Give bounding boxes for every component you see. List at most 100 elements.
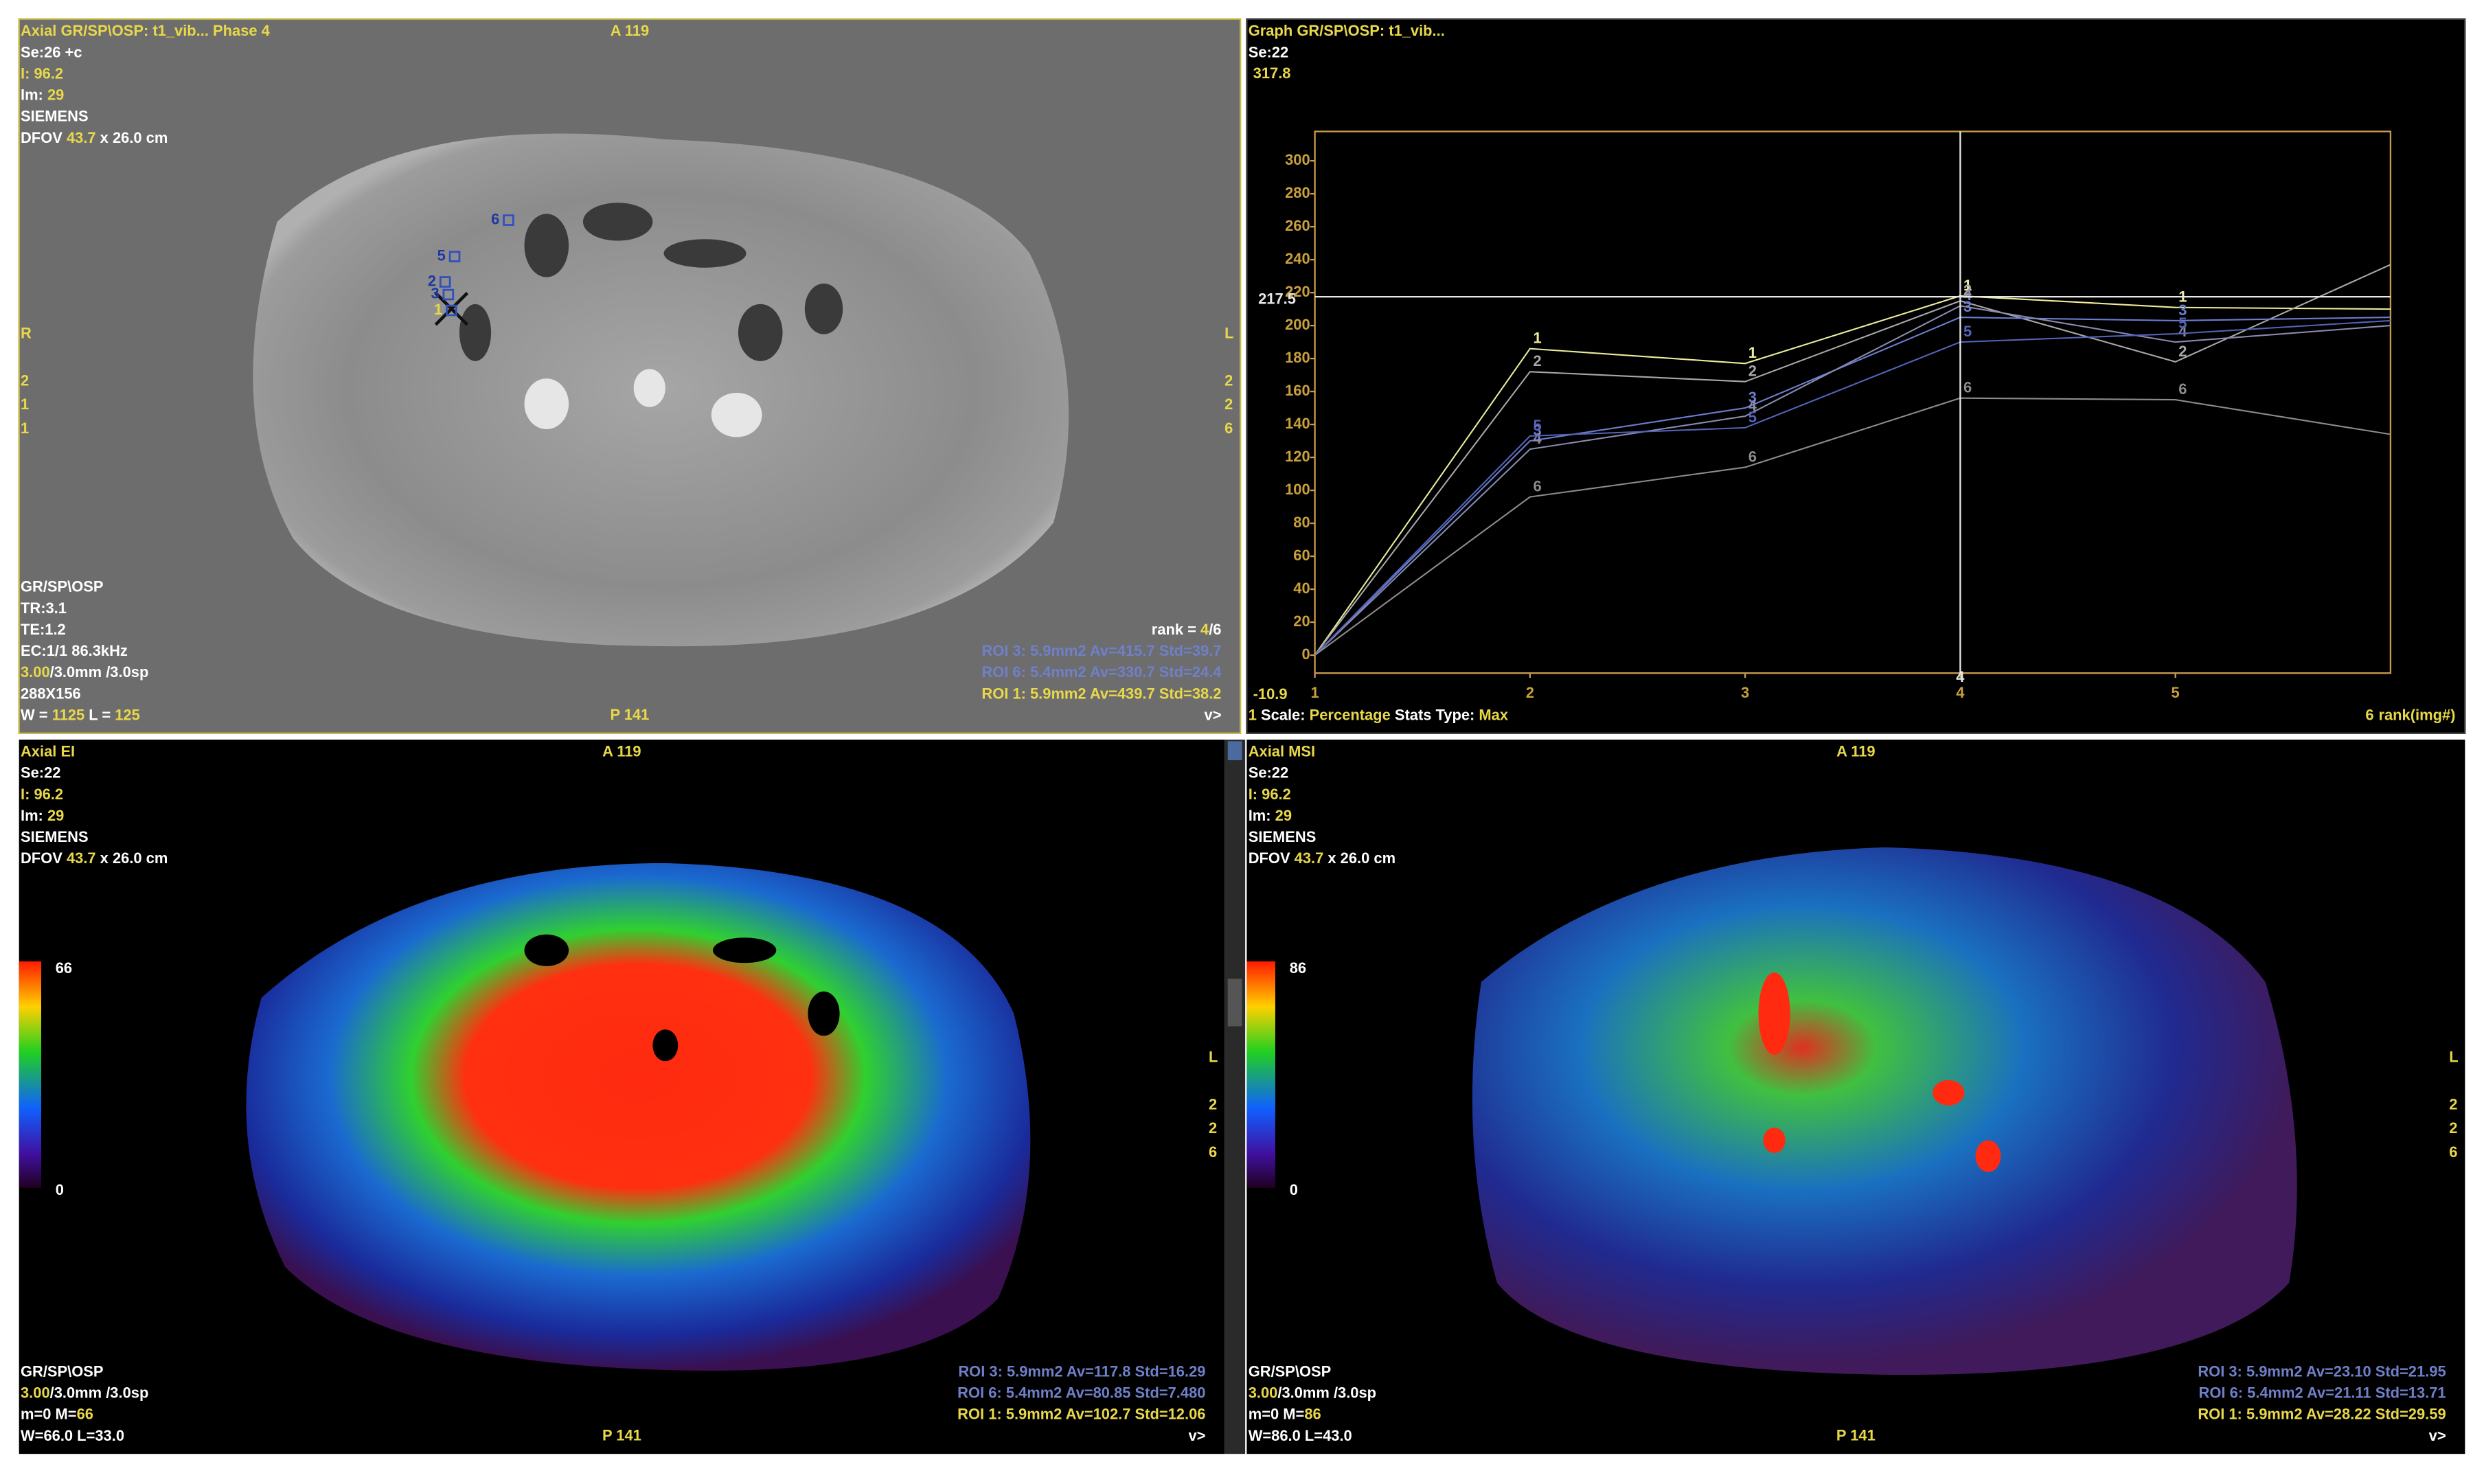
y-tick-label: 120 <box>1285 448 1310 465</box>
x-tick-label: 3 <box>1741 684 1749 701</box>
scroll-thumb[interactable] <box>1227 979 1242 1027</box>
overlay-text: DFOV <box>21 129 67 146</box>
overlay-text: /6 <box>1209 621 1221 638</box>
overlay-text: 43.7 <box>67 849 96 867</box>
side-label: 2 <box>1224 396 1233 413</box>
overlay-text: 1125 <box>52 706 85 723</box>
overlay-text: 1 <box>1249 706 1257 723</box>
bone-shapes <box>524 369 762 437</box>
point-label: 2 <box>1533 352 1541 369</box>
side-label: L <box>1209 1048 1218 1065</box>
overlay-text: I: 96.2 <box>21 786 63 803</box>
overlay-text: TE:1.2 <box>21 621 66 638</box>
orientation-label: A 119 <box>611 22 649 39</box>
colorbar-min: 0 <box>1290 1181 1298 1198</box>
scroll-button[interactable] <box>1227 741 1242 761</box>
side-label: R <box>21 324 32 341</box>
y-tick-label: 160 <box>1285 382 1310 399</box>
overlay-line: SIEMENS <box>21 107 89 124</box>
y-tick-label: 60 <box>1293 547 1310 564</box>
overlay-text: I: 96.2 <box>21 65 63 82</box>
side-label: 2 <box>1224 372 1233 389</box>
overlay-line: Se:22 <box>21 764 60 781</box>
x-max-label: 6 <box>2365 706 2373 723</box>
side-label: 1 <box>21 396 29 413</box>
overlay-line: TE:1.2 <box>21 621 66 638</box>
overlay-line: Axial EI <box>21 742 75 760</box>
overlay-line: Se:26 +c <box>21 43 82 60</box>
overlay-text: /3.0mm /3.0sp <box>50 1384 149 1401</box>
overlay-line: ROI 1: 5.9mm2 Av=439.7 Std=38.2 <box>981 685 1221 702</box>
point-label: 6 <box>1533 478 1541 495</box>
overlay-text: Axial GR/SP\OSP: t1_vib... Phase 4 <box>21 22 271 39</box>
overlay-text: ROI 6: 5.4mm2 Av=80.85 Std=7.480 <box>957 1384 1205 1401</box>
point-label: 6 <box>1748 448 1757 465</box>
side-label: 1 <box>21 420 29 437</box>
side-label: 2 <box>1209 1119 1217 1137</box>
overlay-line: v> <box>1205 706 1222 723</box>
overlay-text: 29 <box>1275 807 1292 824</box>
point-label: 1 <box>1748 344 1757 361</box>
overlay-text: ROI 6: 5.4mm2 Av=330.7 Std=24.4 <box>981 663 1222 681</box>
overlay-text: 66 <box>77 1405 93 1422</box>
roi-label: 1 <box>434 301 442 318</box>
overlay-line: Im: 29 <box>1249 807 1292 824</box>
overlay-text: 86 <box>1304 1405 1321 1422</box>
overlay-text: Im: <box>21 807 47 824</box>
overlay-line: ROI 6: 5.4mm2 Av=21.11 Std=13.71 <box>2199 1384 2446 1401</box>
series-line <box>1314 397 2391 656</box>
overlay-line: GR/SP\OSP <box>21 1362 104 1380</box>
y-tick-label: 20 <box>1293 613 1310 630</box>
series-line <box>1314 305 2391 656</box>
overlay-line: Axial MSI <box>1249 742 1315 760</box>
y-tick-label: 240 <box>1285 250 1310 267</box>
roi-marker <box>503 214 514 226</box>
colorbar <box>19 961 41 1188</box>
overlay-line: ROI 6: 5.4mm2 Av=330.7 Std=24.4 <box>981 663 1222 681</box>
msi-image <box>1472 847 2297 1375</box>
roi-marker <box>442 288 455 301</box>
point-label: 4 <box>2178 323 2187 340</box>
overlay-line: W=66.0 L=33.0 <box>21 1427 124 1444</box>
point-label: 6 <box>2178 380 2187 398</box>
roi-label: 6 <box>491 210 499 227</box>
overlay-text: 43.7 <box>67 129 96 146</box>
overlay-text: 4 <box>1200 621 1209 638</box>
x-tick-label: 1 <box>1311 684 1319 701</box>
side-label: 2 <box>1209 1096 1217 1113</box>
overlay-text: ROI 3: 5.9mm2 Av=23.10 Std=21.95 <box>2198 1362 2446 1380</box>
overlay-text: 3.00 <box>21 663 50 681</box>
series-line <box>1314 264 2391 656</box>
side-label: 6 <box>1209 1143 1217 1161</box>
overlay-text: 3.00 <box>1249 1384 1278 1401</box>
side-label: 6 <box>1224 420 1233 437</box>
point-label: 5 <box>1533 417 1541 434</box>
cursor-y-label: 217.5 <box>1258 290 1296 307</box>
point-label: 4 <box>1533 430 1542 447</box>
overlay-line: ROI 6: 5.4mm2 Av=80.85 Std=7.480 <box>957 1384 1205 1401</box>
x-tick-label: 4 <box>1956 684 1965 701</box>
overlay-text: I: 96.2 <box>1249 786 1291 803</box>
overlay-line: Se:22 <box>1249 43 1288 60</box>
overlay-text: Percentage <box>1310 706 1391 723</box>
series-line <box>1314 317 2391 656</box>
side-label: 2 <box>2449 1119 2457 1137</box>
overlay-text: Axial MSI <box>1249 742 1315 760</box>
y-min-label: -10.9 <box>1253 685 1288 703</box>
overlay-line: Se:22 <box>1249 764 1288 781</box>
overlay-text: Im: <box>1249 807 1275 824</box>
overlay-text: /3.0mm /3.0sp <box>50 663 149 681</box>
overlay-line: 3.00/3.0mm /3.0sp <box>21 663 148 681</box>
overlay-line: ROI 3: 5.9mm2 Av=23.10 Std=21.95 <box>2198 1362 2446 1380</box>
series-line <box>1314 295 2391 656</box>
overlay-line: I: 96.2 <box>21 65 63 82</box>
overlay-text: 43.7 <box>1295 849 1324 867</box>
msi-hotspots <box>1758 972 2001 1172</box>
orientation-label: P 141 <box>602 1427 641 1444</box>
scrollbar[interactable] <box>1224 740 1246 1454</box>
point-label: 4 <box>1963 286 1972 304</box>
overlay-line: rank = 4/6 <box>1152 621 1222 638</box>
point-label: 4 <box>1748 397 1757 414</box>
viewport-graph[interactable] <box>1246 18 2466 734</box>
